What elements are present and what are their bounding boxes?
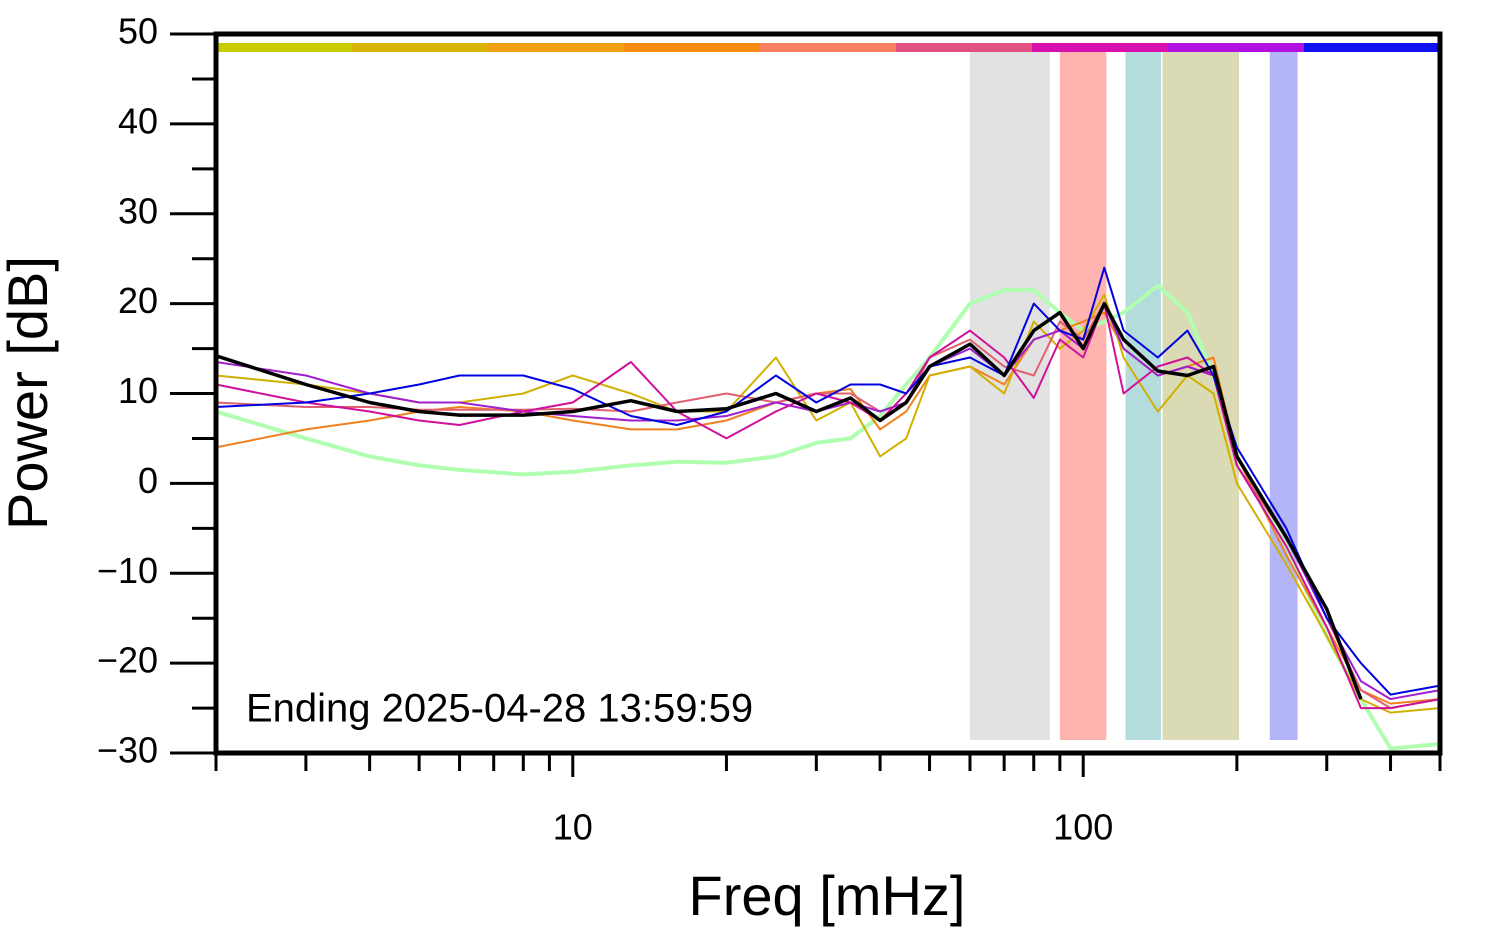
band bbox=[1162, 52, 1240, 740]
color-bar-segment bbox=[352, 43, 488, 52]
color-bar-segment bbox=[1304, 43, 1440, 52]
series-line bbox=[216, 301, 1363, 700]
annotation: Ending 2025-04-28 13:59:59 bbox=[246, 687, 753, 731]
series-line bbox=[216, 311, 1440, 705]
y-tick-label: 10 bbox=[118, 370, 158, 411]
band bbox=[1125, 52, 1161, 740]
series-line bbox=[216, 266, 1440, 696]
band bbox=[1059, 52, 1107, 740]
lines bbox=[216, 266, 1440, 751]
y-tick-label: −10 bbox=[97, 550, 158, 591]
x-tick-label: 10 bbox=[553, 807, 593, 848]
y-tick-label: 40 bbox=[118, 100, 158, 141]
y-tick-label: 20 bbox=[118, 280, 158, 321]
color-bar-segment bbox=[760, 43, 896, 52]
y-tick-label: −30 bbox=[97, 730, 158, 771]
color-bar-segment bbox=[1168, 43, 1304, 52]
series-line bbox=[216, 302, 1440, 701]
color-bar-segment bbox=[1032, 43, 1168, 52]
band bbox=[969, 52, 1050, 740]
bands bbox=[216, 43, 1440, 740]
y-axis-title: Power [dB] bbox=[0, 256, 59, 530]
series-line bbox=[216, 293, 1440, 714]
color-bar-segment bbox=[216, 43, 352, 52]
color-bar-segment bbox=[488, 43, 624, 52]
series-line bbox=[216, 302, 1440, 710]
color-bar-segment bbox=[624, 43, 760, 52]
y-tick-label: 0 bbox=[138, 460, 158, 501]
y-tick-label: 30 bbox=[118, 190, 158, 231]
x-tick-label: 100 bbox=[1053, 807, 1113, 848]
series-line bbox=[216, 302, 1440, 710]
color-bar-segment bbox=[896, 43, 1032, 52]
y-tick-label: −20 bbox=[97, 640, 158, 681]
x-axis-title: Freq [mHz] bbox=[689, 864, 966, 927]
y-tick-label: 50 bbox=[118, 11, 158, 52]
axes: −30 −20 −10 0 10 20 30 40 50 10 100 bbox=[97, 11, 1442, 848]
band bbox=[1269, 52, 1298, 740]
